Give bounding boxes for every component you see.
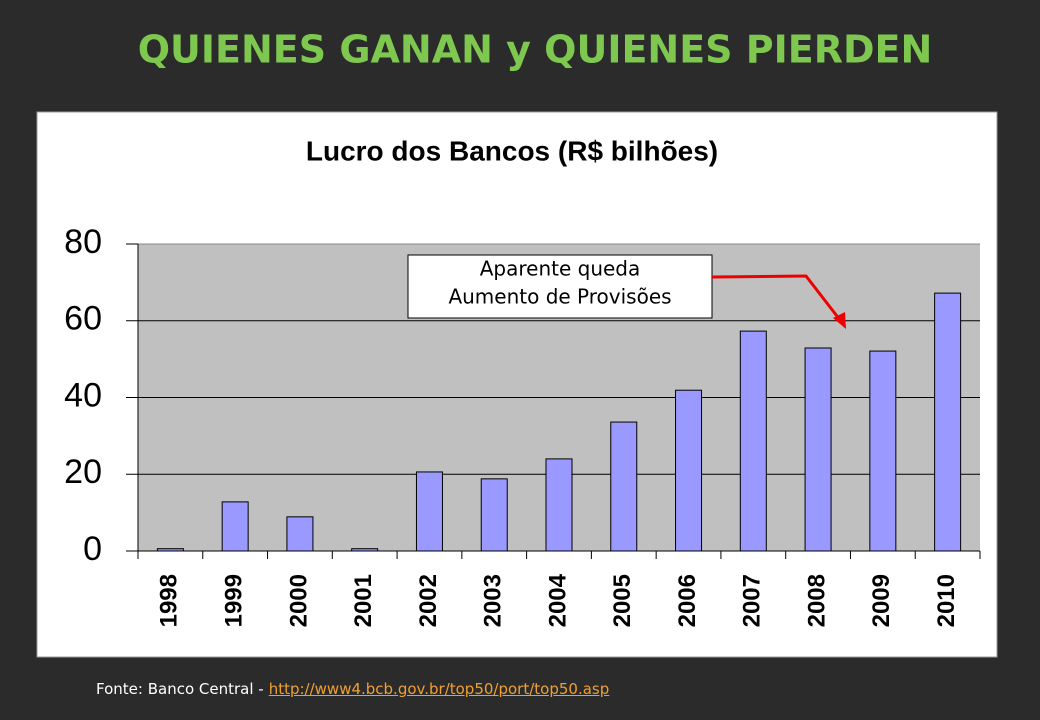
bar [934, 292, 962, 552]
chart-title: Lucro dos Bancos (R$ bilhões) [306, 135, 718, 166]
annotation-arrow [711, 274, 842, 321]
x-tick-label: 2003 [480, 574, 507, 627]
footer-text: Fonte: Banco Central - [96, 680, 264, 698]
source-link[interactable]: http://www4.bcb.gov.br/top50/port/top50.… [268, 680, 610, 698]
x-tick-label: 2004 [544, 573, 571, 627]
bar [221, 501, 249, 552]
annotation-text: Aparente queda [480, 257, 641, 281]
bar [286, 516, 314, 552]
bar [351, 548, 379, 552]
y-tick-label: 40 [64, 376, 102, 414]
bar [804, 347, 832, 552]
x-tick-label: 2010 [933, 574, 960, 627]
y-tick-label: 80 [64, 223, 102, 261]
footer: Fonte: Banco Central - http://www4.bcb.go… [96, 680, 609, 698]
x-tick-label: 2007 [739, 574, 766, 627]
arrow-head [833, 312, 846, 329]
x-tick-label: 2009 [868, 574, 895, 627]
x-tick-label: 2006 [674, 574, 701, 627]
bar [739, 330, 767, 552]
y-tick-label: 60 [64, 300, 102, 338]
bar [869, 350, 897, 552]
bar [610, 421, 638, 552]
slide-title: QUIENES GANAN y QUIENES PIERDEN [138, 28, 933, 72]
bar [545, 458, 573, 552]
y-tick-label: 20 [64, 453, 102, 491]
x-tick-label: 2002 [415, 574, 442, 627]
bar [415, 471, 443, 552]
x-tick-label: 1998 [156, 574, 183, 627]
bar [156, 548, 184, 552]
x-tick-label: 2005 [609, 574, 636, 627]
x-tick-label: 2001 [350, 574, 377, 627]
bar [675, 389, 703, 552]
x-tick-label: 1999 [220, 574, 247, 627]
y-tick-label: 0 [83, 530, 102, 568]
bar [480, 478, 508, 552]
x-tick-label: 2000 [285, 574, 312, 627]
annotation-text: Aumento de Provisões [448, 285, 671, 309]
annotation-box [407, 254, 713, 319]
x-tick-label: 2008 [803, 574, 830, 627]
slide: QUIENES GANAN y QUIENES PIERDEN Lucro do… [36, 28, 998, 658]
